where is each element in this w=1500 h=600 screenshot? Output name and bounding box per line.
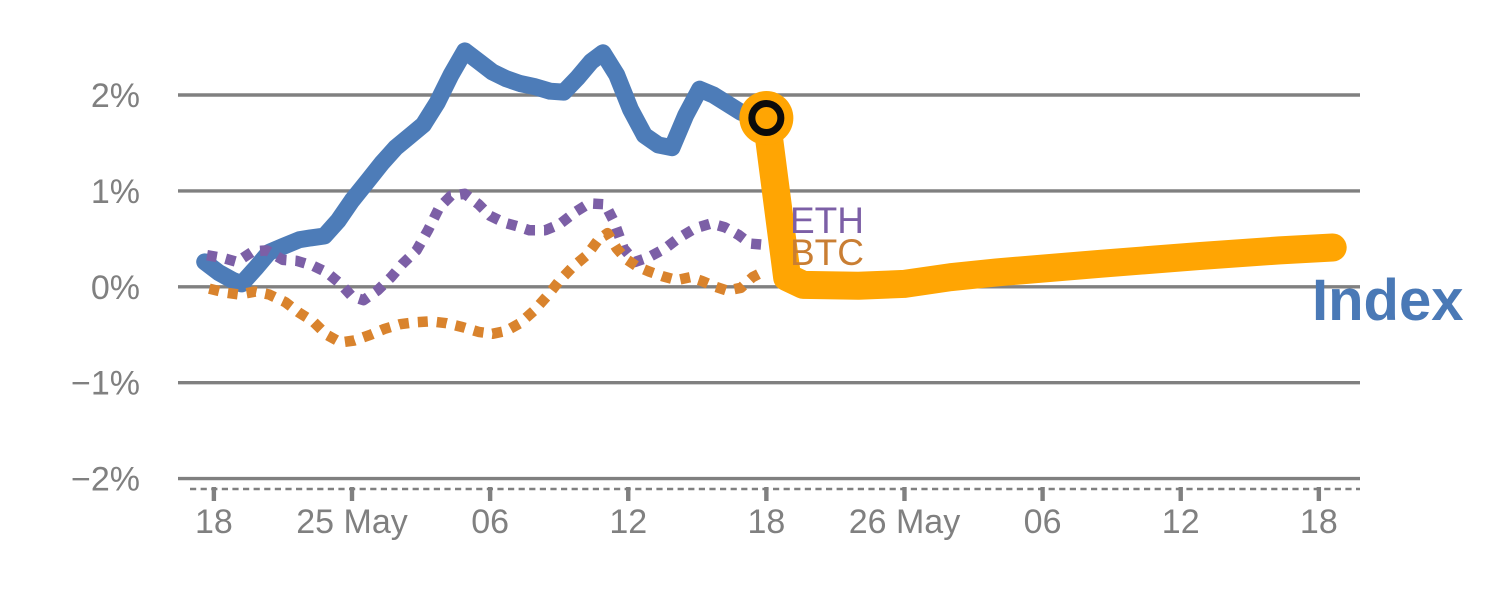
series-index_projection-line xyxy=(752,104,1347,300)
y-tick-label: 0% xyxy=(91,269,140,307)
y-tick-label: −1% xyxy=(71,365,140,403)
eth-line-label: ETH xyxy=(790,200,864,241)
series-btc-line xyxy=(208,227,765,348)
x-tick-label: 06 xyxy=(1024,503,1062,541)
x-tick-label: 06 xyxy=(471,503,509,541)
y-tick-label: −2% xyxy=(71,461,140,499)
y-tick-label: 2% xyxy=(91,77,140,115)
x-tick-label: 12 xyxy=(609,503,647,541)
x-tick-label: 18 xyxy=(747,503,785,541)
x-tick-label: 26 May xyxy=(849,503,961,541)
index-line-label: Index xyxy=(1312,268,1464,333)
x-tick-label: 18 xyxy=(1300,503,1338,541)
x-tick-label: 12 xyxy=(1162,503,1200,541)
x-tick-label: 25 May xyxy=(296,503,408,541)
series-index-line xyxy=(196,42,775,293)
current-point-marker xyxy=(748,100,785,137)
y-tick-label: 1% xyxy=(91,173,140,211)
x-tick-label: 18 xyxy=(195,503,233,541)
btc-line-label: BTC xyxy=(790,232,864,273)
